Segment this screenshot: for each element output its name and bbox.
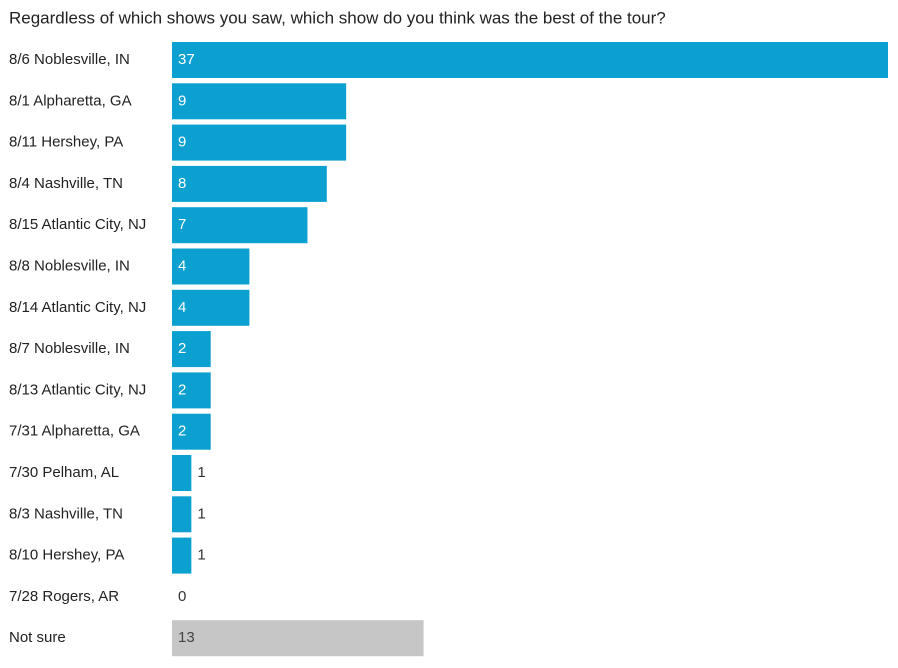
category-label: 8/1 Alpharetta, GA — [9, 92, 132, 109]
category-label: 7/28 Rogers, AR — [9, 588, 119, 605]
bar — [172, 620, 424, 657]
value-label: 9 — [178, 92, 186, 109]
category-label: 8/4 Nashville, TN — [9, 175, 123, 192]
value-label: 0 — [178, 588, 186, 605]
category-label: Not sure — [9, 629, 66, 646]
category-label: 8/8 Noblesville, IN — [9, 257, 130, 274]
category-label: 8/6 Noblesville, IN — [9, 51, 130, 68]
category-label: 7/30 Pelham, AL — [9, 464, 119, 481]
value-label: 2 — [178, 340, 186, 357]
bar — [172, 372, 211, 409]
category-label: 8/15 Atlantic City, NJ — [9, 216, 146, 233]
bar — [172, 124, 347, 161]
value-label: 37 — [178, 51, 195, 68]
bar — [172, 455, 192, 491]
value-label: 1 — [197, 464, 205, 481]
bar — [172, 289, 250, 326]
category-label: 8/14 Atlantic City, NJ — [9, 299, 146, 316]
category-label: 8/7 Noblesville, IN — [9, 340, 130, 357]
bar — [172, 207, 308, 244]
value-label: 13 — [178, 629, 195, 646]
category-label: 8/10 Hershey, PA — [9, 547, 124, 564]
value-label: 9 — [178, 134, 186, 151]
bar — [172, 413, 211, 450]
value-label: 1 — [197, 547, 205, 564]
bar — [172, 496, 192, 533]
category-label: 8/11 Hershey, PA — [9, 134, 123, 151]
value-label: 1 — [197, 505, 205, 522]
bar — [172, 165, 327, 202]
value-label: 2 — [178, 381, 186, 398]
category-label: 8/13 Atlantic City, NJ — [9, 381, 146, 398]
bar — [172, 83, 347, 120]
value-label: 4 — [178, 257, 186, 274]
bar — [172, 537, 192, 574]
category-label: 8/3 Nashville, TN — [9, 505, 123, 522]
value-label: 8 — [178, 175, 186, 192]
chart-title: Regardless of which shows you saw, which… — [9, 8, 666, 27]
value-label: 4 — [178, 299, 186, 316]
bar — [172, 42, 888, 78]
category-label: 7/31 Alpharetta, GA — [9, 423, 140, 440]
bar — [172, 331, 211, 368]
bar — [172, 248, 250, 285]
value-label: 7 — [178, 216, 186, 233]
value-label: 2 — [178, 423, 186, 440]
